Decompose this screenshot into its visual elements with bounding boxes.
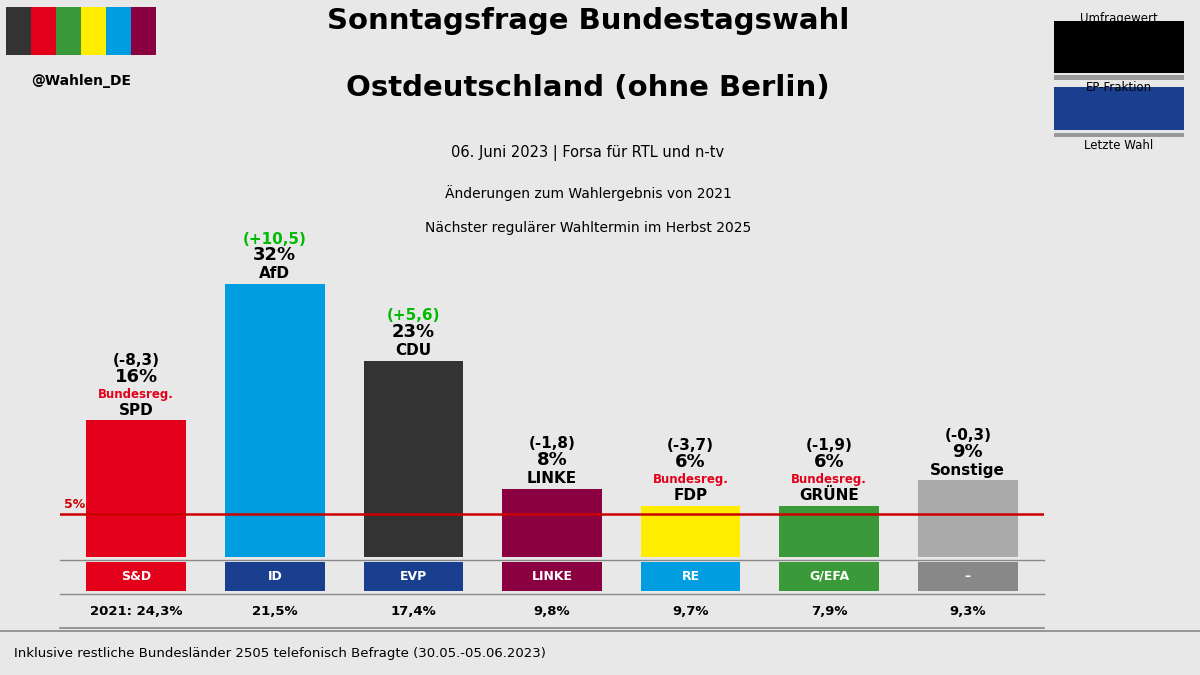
Text: 9%: 9% <box>953 443 983 460</box>
Text: S&D: S&D <box>121 570 151 583</box>
Text: Änderungen zum Wahlergebnis von 2021: Änderungen zum Wahlergebnis von 2021 <box>444 185 732 201</box>
Text: 9,8%: 9,8% <box>534 605 570 618</box>
Bar <box>641 506 740 557</box>
Text: Bundesreg.: Bundesreg. <box>653 473 728 486</box>
Bar <box>86 562 186 591</box>
Text: EVP: EVP <box>400 570 427 583</box>
Text: Sonntagsfrage Bundestagswahl: Sonntagsfrage Bundestagswahl <box>326 7 850 34</box>
Bar <box>1054 21 1184 74</box>
Text: Nächster regulärer Wahltermin im Herbst 2025: Nächster regulärer Wahltermin im Herbst … <box>425 221 751 235</box>
Bar <box>31 7 56 55</box>
Text: (+10,5): (+10,5) <box>242 232 307 246</box>
Text: 06. Juni 2023 | Forsa für RTL und n-tv: 06. Juni 2023 | Forsa für RTL und n-tv <box>451 145 725 161</box>
Text: GRÜNE: GRÜNE <box>799 488 859 503</box>
Bar <box>131 7 156 55</box>
Text: 32%: 32% <box>253 246 296 265</box>
Bar <box>106 7 131 55</box>
Text: Sonstige: Sonstige <box>930 462 1006 478</box>
Text: 8%: 8% <box>536 451 568 469</box>
Text: 16%: 16% <box>115 368 157 385</box>
Text: 9,3%: 9,3% <box>949 605 986 618</box>
Text: EP-Fraktion: EP-Fraktion <box>1086 82 1152 95</box>
Text: (-0,3): (-0,3) <box>944 428 991 443</box>
Bar <box>364 360 463 557</box>
Text: Ostdeutschland (ohne Berlin): Ostdeutschland (ohne Berlin) <box>346 74 830 101</box>
Text: 6%: 6% <box>676 453 706 471</box>
Text: (-1,9): (-1,9) <box>805 438 853 453</box>
Bar <box>1054 133 1184 138</box>
Text: Letzte Wahl: Letzte Wahl <box>1085 139 1153 153</box>
Text: 17,4%: 17,4% <box>390 605 437 618</box>
Text: (-1,8): (-1,8) <box>528 436 576 451</box>
Text: CDU: CDU <box>395 343 432 358</box>
Text: 21,5%: 21,5% <box>252 605 298 618</box>
Text: LINKE: LINKE <box>527 471 577 486</box>
Bar <box>364 562 463 591</box>
Bar <box>502 562 602 591</box>
Text: @Wahlen_DE: @Wahlen_DE <box>31 74 131 88</box>
Text: (+5,6): (+5,6) <box>386 308 440 323</box>
Bar <box>6 7 31 55</box>
Text: 23%: 23% <box>392 323 434 341</box>
Text: AfD: AfD <box>259 267 290 281</box>
Text: G/EFA: G/EFA <box>809 570 850 583</box>
Bar <box>56 7 82 55</box>
Bar <box>82 7 106 55</box>
Bar <box>779 562 880 591</box>
Text: 9,7%: 9,7% <box>672 605 709 618</box>
Bar <box>641 562 740 591</box>
Bar <box>224 562 325 591</box>
Bar <box>502 489 602 557</box>
Text: ID: ID <box>268 570 282 583</box>
Bar <box>86 421 186 557</box>
Text: (-3,7): (-3,7) <box>667 438 714 453</box>
Text: Bundesreg.: Bundesreg. <box>791 473 868 486</box>
Bar <box>1054 88 1184 130</box>
Text: RE: RE <box>682 570 700 583</box>
Text: FDP: FDP <box>673 488 708 503</box>
Bar <box>779 506 880 557</box>
Text: Umfragewert: Umfragewert <box>1080 12 1158 25</box>
Text: 6%: 6% <box>814 453 845 471</box>
Bar <box>1054 75 1184 80</box>
Text: (-8,3): (-8,3) <box>113 353 160 368</box>
Text: 7,9%: 7,9% <box>811 605 847 618</box>
Text: Inklusive restliche Bundesländer 2505 telefonisch Befragte (30.05.-05.06.2023): Inklusive restliche Bundesländer 2505 te… <box>14 647 546 659</box>
Text: –: – <box>965 570 971 583</box>
Text: SPD: SPD <box>119 403 154 418</box>
Bar <box>224 284 325 557</box>
Text: LINKE: LINKE <box>532 570 572 583</box>
Bar <box>918 562 1018 591</box>
Bar <box>918 480 1018 557</box>
Text: Bundesreg.: Bundesreg. <box>98 388 174 401</box>
Text: 5%: 5% <box>64 498 85 511</box>
Text: 2021: 24,3%: 2021: 24,3% <box>90 605 182 618</box>
